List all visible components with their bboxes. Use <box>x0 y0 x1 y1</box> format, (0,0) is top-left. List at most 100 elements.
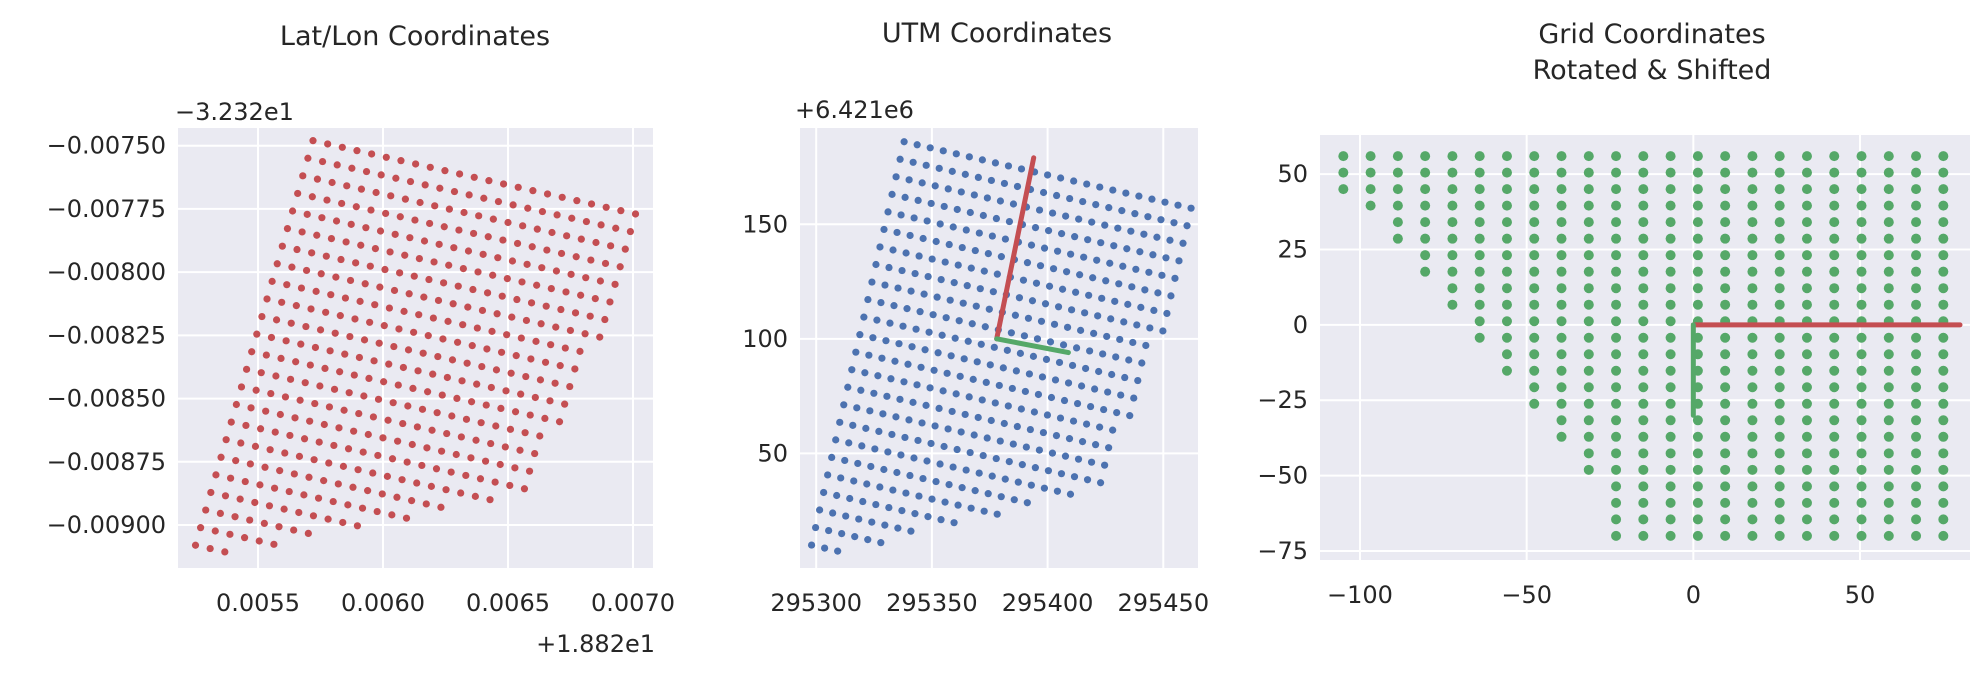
data-point <box>316 382 324 390</box>
data-point <box>1638 464 1649 475</box>
data-point <box>555 418 564 426</box>
data-point <box>292 302 300 310</box>
data-point <box>1638 167 1649 178</box>
data-point <box>364 430 372 439</box>
data-point <box>1120 318 1128 326</box>
data-point <box>1474 233 1485 244</box>
data-point <box>512 352 520 360</box>
data-point <box>533 281 541 289</box>
data-point <box>324 140 332 148</box>
data-point <box>880 225 888 234</box>
data-point <box>1665 266 1676 277</box>
data-point <box>933 293 941 301</box>
data-point <box>1023 499 1031 507</box>
data-point <box>1801 448 1812 459</box>
data-point <box>251 442 260 450</box>
data-point <box>538 207 547 216</box>
data-point <box>983 434 991 442</box>
data-point <box>976 285 984 293</box>
data-point <box>422 500 430 508</box>
data-point <box>1938 266 1949 277</box>
data-point <box>1153 233 1161 241</box>
data-point <box>382 209 390 218</box>
data-point <box>360 392 368 400</box>
panel-latlon: Lat/Lon Coordinates −3.232e1 +1.882e1 0.… <box>47 21 675 658</box>
data-point <box>1053 487 1062 495</box>
data-point <box>1638 233 1649 244</box>
data-point <box>908 343 916 351</box>
data-point <box>455 226 463 234</box>
data-point <box>1938 415 1949 426</box>
data-point <box>884 448 892 456</box>
data-point <box>945 240 953 249</box>
data-point <box>1115 280 1123 288</box>
data-point <box>1665 464 1676 475</box>
data-point <box>290 470 298 478</box>
data-point <box>484 233 492 241</box>
data-point <box>1154 289 1162 297</box>
data-point <box>1883 497 1894 508</box>
data-point <box>968 320 976 328</box>
data-point <box>612 224 620 232</box>
data-point <box>469 229 478 238</box>
data-point <box>487 383 495 392</box>
data-point <box>848 366 856 374</box>
data-point <box>1004 162 1013 170</box>
data-point <box>924 513 932 521</box>
data-point <box>302 322 310 331</box>
y-tick-label: −0.00750 <box>47 132 166 160</box>
data-point <box>631 210 640 218</box>
data-point <box>1747 448 1758 459</box>
data-point <box>447 468 455 476</box>
data-point <box>571 365 579 373</box>
data-point <box>1856 299 1867 310</box>
data-point <box>287 319 295 327</box>
data-point <box>1638 365 1649 376</box>
data-point <box>380 378 388 386</box>
data-point <box>1720 398 1731 409</box>
data-point <box>607 242 615 250</box>
data-point <box>497 404 505 413</box>
data-point <box>1004 402 1012 410</box>
data-point <box>1080 253 1088 261</box>
data-point <box>1009 440 1017 448</box>
data-point <box>1856 497 1867 508</box>
data-point <box>1883 398 1894 409</box>
data-point <box>1072 344 1081 352</box>
data-point <box>1447 184 1458 195</box>
data-point <box>1856 217 1867 228</box>
data-point <box>1124 300 1132 308</box>
data-point <box>394 381 402 389</box>
data-point <box>1911 431 1922 442</box>
data-point <box>322 252 330 260</box>
data-point <box>302 266 311 275</box>
data-point <box>1474 184 1485 195</box>
data-point <box>524 204 532 212</box>
data-point <box>389 399 397 407</box>
data-point <box>1035 446 1043 454</box>
data-point <box>557 249 566 258</box>
data-point <box>354 466 362 474</box>
data-point <box>1883 530 1894 541</box>
data-point <box>862 424 870 432</box>
data-point <box>1692 415 1703 426</box>
data-point <box>1856 398 1867 409</box>
data-point <box>1556 431 1567 442</box>
data-point <box>439 335 447 343</box>
data-point <box>900 378 908 386</box>
data-point <box>359 448 367 456</box>
data-point <box>262 351 270 359</box>
data-point <box>1003 346 1011 354</box>
data-point <box>316 326 325 334</box>
data-point <box>1665 283 1676 294</box>
data-point <box>299 172 307 180</box>
data-point <box>1611 167 1622 178</box>
data-point <box>1108 370 1116 379</box>
data-point <box>1042 355 1051 364</box>
data-point <box>1911 382 1922 393</box>
data-point <box>336 368 344 376</box>
data-point <box>1556 151 1567 162</box>
data-point <box>971 487 979 495</box>
data-point <box>824 471 832 479</box>
data-point <box>385 304 394 312</box>
